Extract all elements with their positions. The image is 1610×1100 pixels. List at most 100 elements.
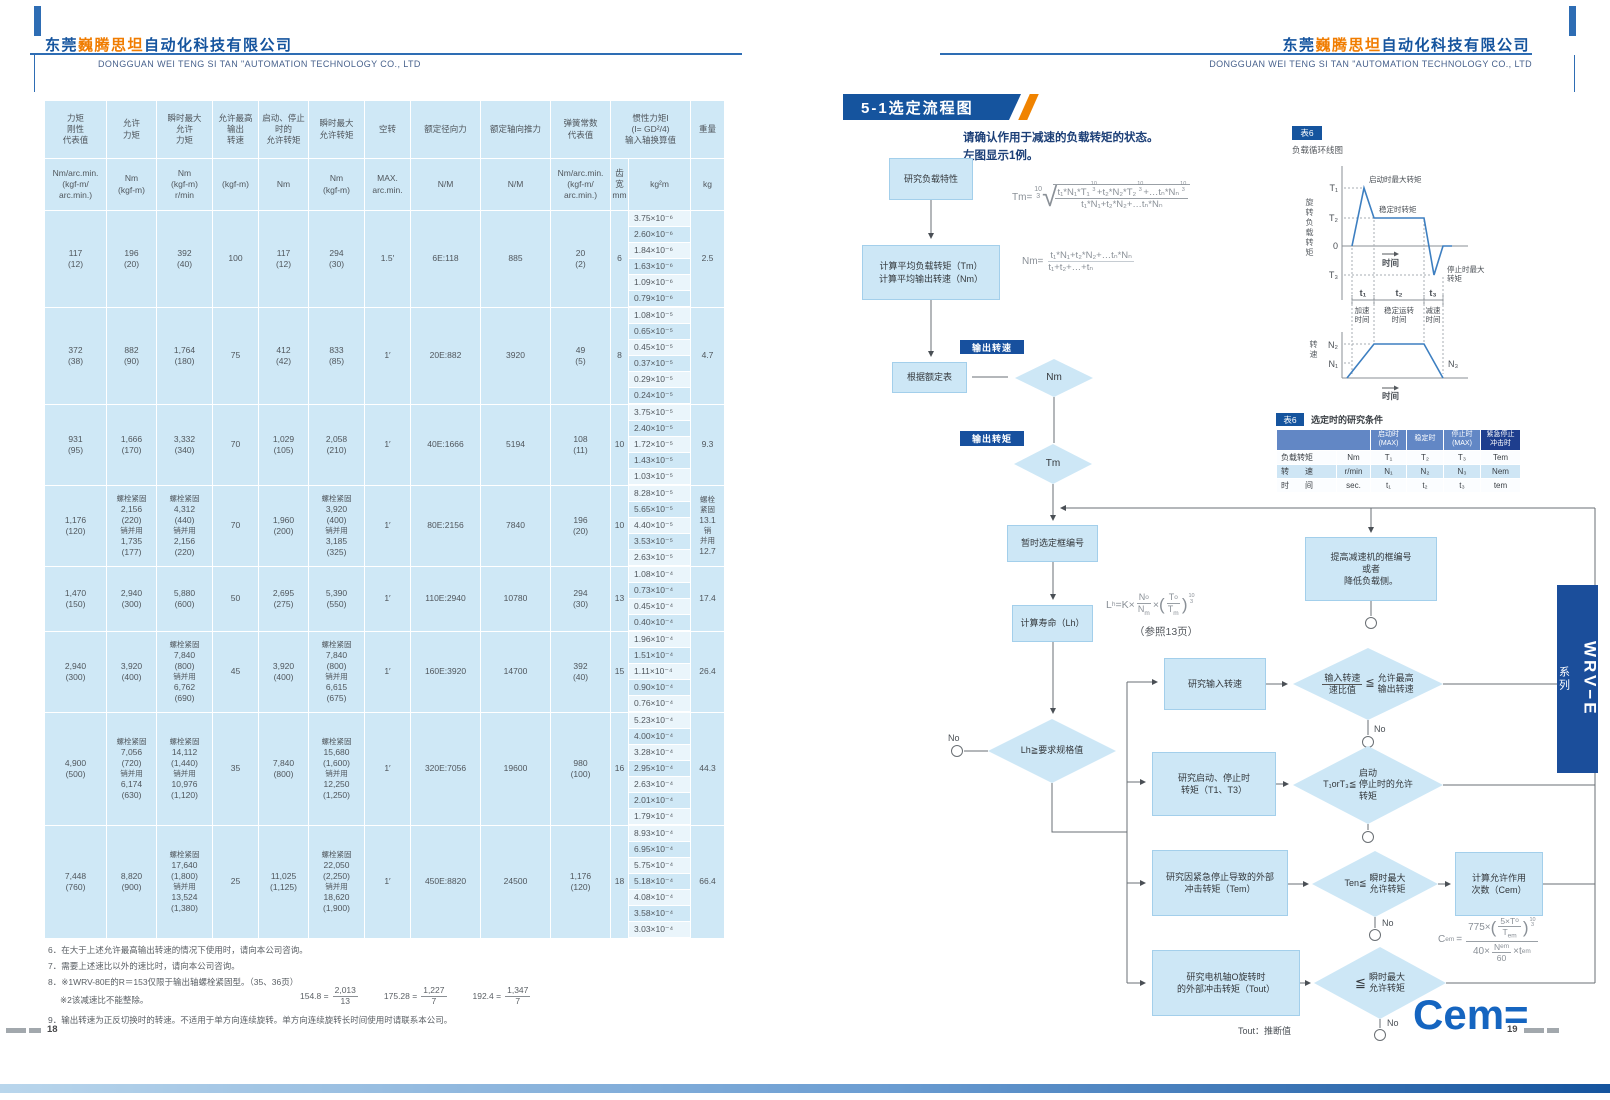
inertia-value: 2.95×10⁻⁴	[629, 761, 690, 777]
cond-value: T₁	[1370, 449, 1407, 465]
cond-header: 稳定时	[1406, 429, 1444, 451]
inertia-value: 6.95×10⁻⁴	[629, 842, 690, 858]
spec-cell: 1′	[364, 485, 411, 567]
spec-cell: 196 (20)	[106, 210, 157, 308]
flow-box-emergency-shock: 研究因紧急停止导致的外部 冲击转矩（Tem）	[1152, 850, 1288, 916]
footnote-8b: ※2该减速比不能整除。	[60, 995, 149, 1005]
inertia-value: 1.79×10⁻⁴	[629, 809, 690, 825]
inertia-value: 1.09×10⁻⁶	[629, 275, 690, 291]
svg-text:t₂: t₂	[1396, 288, 1403, 298]
inertia-value: 1.96×10⁻⁴	[629, 632, 690, 648]
spec-col-title: 额定轴向推力	[480, 100, 551, 159]
spec-cell: 35	[212, 712, 259, 826]
spec-col-unit: N/M	[410, 158, 481, 211]
flow-box-input-speed: 研究输入转速	[1164, 658, 1266, 710]
cond-value: Nem	[1480, 463, 1521, 479]
footnote-8: 8．※1WRV-80E的R＝153仅限于输出轴螺栓紧固型。（35、36页）	[48, 977, 299, 987]
tout-note: Tout：推断值	[1238, 1026, 1292, 1036]
cond-label: 时 间	[1276, 477, 1337, 493]
spec-cell: 45	[212, 631, 259, 713]
flow-box-life-calc: 计算寿命（Lh）	[1012, 605, 1093, 642]
cond-title: 选定时的研究条件	[1311, 415, 1384, 425]
cond-row: 转 速 r/min N₁ N₂ N₃ Nem	[1276, 463, 1521, 479]
spec-col-unit: Nm (kgf-m) r/min	[156, 158, 213, 211]
spec-cell: 980 (100)	[550, 712, 611, 826]
svg-text:T₃: T₃	[1329, 270, 1338, 280]
spec-cell-weight: 26.4	[690, 631, 726, 713]
cond-value: t₃	[1443, 477, 1481, 493]
spec-col-unit: Nm	[258, 158, 309, 211]
spec-col-unit: Nm/arc.min. (kgf-m/arc.min.)	[550, 158, 611, 211]
company-name-en-left: DONGGUAN WEI TENG SI TAN "AUTOMATION TEC…	[98, 59, 421, 69]
svg-text:停止时最大: 停止时最大	[1447, 264, 1485, 274]
inertia-value: 0.73×10⁻⁴	[629, 583, 690, 599]
spec-cell: 2,940 (300)	[44, 631, 107, 713]
spec-cell: 7,840 (800)	[258, 712, 309, 826]
spec-cell-gearwidth: 13	[610, 566, 629, 632]
header-vrule-right	[1574, 55, 1575, 92]
cond-row: 时 间 sec. t₁ t₂ t₃ tem	[1276, 477, 1521, 493]
flow-box-tentative-frame: 暂时选定框编号	[1007, 525, 1098, 562]
spec-cell: 螺栓紧固 17,640 (1,800) 销并用 13,524 (1,380)	[156, 825, 213, 939]
spec-cell: 螺栓紧固 2,156 (220) 销并用 1,735 (177)	[106, 485, 157, 567]
spec-cell: 1,029 (105)	[258, 404, 309, 486]
spec-cell: 1′	[364, 566, 411, 632]
spec-cell: 320E:7056	[410, 712, 481, 826]
spec-cell: 1.5′	[364, 210, 411, 308]
cond-label: 负载转矩	[1276, 449, 1337, 465]
spec-cell: 3,332 (340)	[156, 404, 213, 486]
spec-cell: 49 (5)	[550, 307, 611, 405]
svg-text:时间: 时间	[1355, 314, 1370, 324]
inertia-value: 4.00×10⁻⁴	[629, 729, 690, 745]
spec-col-unit: Nm (kgf-m)	[106, 158, 157, 211]
spec-cell-inertia: 1.08×10⁻⁴ 0.73×10⁻⁴ 0.45×10⁻⁴ 0.40×10⁻⁴	[627, 566, 692, 632]
radical-sign: √	[1042, 181, 1058, 213]
inertia-value: 2.40×10⁻⁵	[629, 421, 690, 437]
spec-cell-inertia: 5.23×10⁻⁴ 4.00×10⁻⁴ 3.28×10⁻⁴ 2.95×10⁻⁴ 2.63…	[627, 712, 692, 826]
page-number-left: 18	[47, 1024, 58, 1035]
spec-cell-weight: 17.4	[690, 566, 726, 632]
graph-badge: 表6	[1292, 126, 1322, 140]
spec-cell: 885	[480, 210, 551, 308]
page-number-right: 19	[1507, 1024, 1518, 1035]
left-ticks	[6, 1028, 41, 1033]
cond-table-holder: 启动时 (MAX) 稳定时 停止时 (MAX) 紧急停止 冲击时 负载转矩 Nm T₁ T₂ T₃ Te…	[1276, 429, 1521, 493]
svg-text:N₃: N₃	[1448, 359, 1458, 369]
spec-col-title: 弹簧常数 代表值	[550, 100, 611, 159]
spec-cell: 14700	[480, 631, 551, 713]
spec-cell: 20 (2)	[550, 210, 611, 308]
spec-cell: 1,666 (170)	[106, 404, 157, 486]
spec-col-unit: Nm (kgf-m)	[308, 158, 365, 211]
inertia-value: 0.45×10⁻⁵	[629, 340, 690, 356]
spec-col-inertia-unit: kg²m	[627, 158, 692, 211]
graph-title: 负载循环线图	[1292, 145, 1344, 155]
spec-cell-inertia: 3.75×10⁻⁶ 2.60×10⁻⁶ 1.84×10⁻⁶ 1.63×10⁻⁶ 1.09…	[627, 210, 692, 308]
spec-cell-inertia: 8.28×10⁻⁵ 5.65×10⁻⁵ 4.40×10⁻⁵ 3.53×10⁻⁵ 2.63…	[627, 485, 692, 567]
spec-col-title: 瞬时最大 允许 力矩	[156, 100, 213, 159]
corner-stripe-right	[1569, 6, 1576, 36]
spec-cell: 6E:118	[410, 210, 481, 308]
spec-cell: 24500	[480, 825, 551, 939]
spec-cell: 108 (11)	[550, 404, 611, 486]
spec-cell: 3,920 (400)	[258, 631, 309, 713]
inertia-value: 0.79×10⁻⁶	[629, 291, 690, 307]
spec-cell-gearwidth: 15	[610, 631, 629, 713]
spec-cell: 1′	[364, 712, 411, 826]
spec-cell: 1′	[364, 825, 411, 939]
company-name-right: 东莞巍腾思坦自动化科技有限公司	[1282, 37, 1530, 54]
intro-text: 请确认作用于减速的负载转矩的状态。 左图显示1例。	[963, 132, 1159, 162]
inertia-value: 2.01×10⁻⁴	[629, 793, 690, 809]
spec-col-unit: MAX. arc.min.	[364, 158, 411, 211]
spec-cell: 450E:8820	[410, 825, 481, 939]
header-vrule-left	[34, 55, 35, 92]
cond-value: Tem	[1480, 449, 1521, 465]
cond-value: t₂	[1406, 477, 1444, 493]
cond-unit: r/min	[1336, 463, 1371, 479]
spec-cell: 7840	[480, 485, 551, 567]
footnote-7: 7．需要上述速比以外的速比时，请向本公司咨询。	[48, 961, 240, 971]
spec-cell: 372 (38)	[44, 307, 107, 405]
spec-cell: 117 (12)	[258, 210, 309, 308]
spec-cell-weight: 66.4	[690, 825, 726, 939]
cond-row: 负载转矩 Nm T₁ T₂ T₃ Tem	[1276, 449, 1521, 465]
spec-cell: 螺栓紧固 7,056 (720) 销并用 6,174 (630)	[106, 712, 157, 826]
